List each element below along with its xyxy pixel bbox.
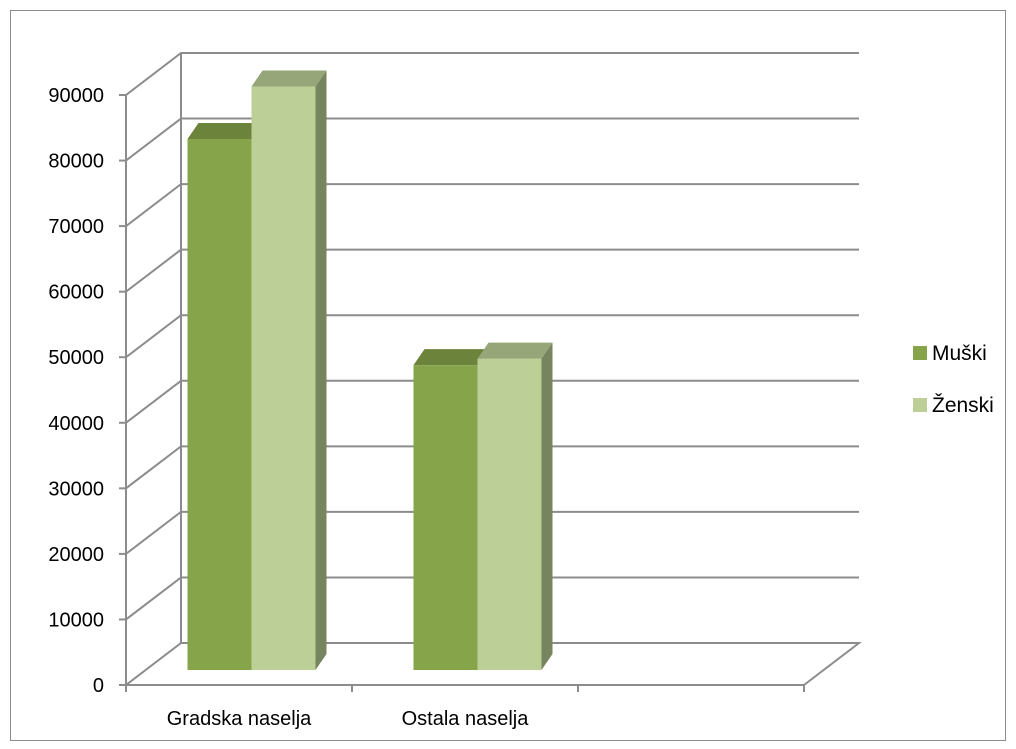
gridline <box>125 183 859 227</box>
y-tick-label: 80000 <box>48 151 104 173</box>
legend-label: Muški <box>932 342 987 365</box>
gridline <box>125 379 859 424</box>
bar-top-Muški-1 <box>413 349 489 366</box>
bar-front-Muški-1 <box>413 365 478 670</box>
x-category-label: Ostala naselja <box>402 708 530 730</box>
y-tick-label: 10000 <box>48 609 104 631</box>
y-tick-label: 0 <box>93 675 104 697</box>
bar-front-Muški-0 <box>187 139 252 670</box>
gridline <box>125 314 859 359</box>
bar-top-Muški-0 <box>187 123 263 139</box>
y-tick-label: 70000 <box>48 216 104 238</box>
gridline <box>125 445 859 490</box>
y-tick-label: 30000 <box>48 478 104 500</box>
y-tick-label: 20000 <box>48 544 104 566</box>
bar-top-Ženski-0 <box>251 70 327 87</box>
bar-side-Ženski-0 <box>315 70 327 671</box>
gridline <box>125 117 859 162</box>
bar-top-Ženski-1 <box>477 342 553 359</box>
y-tick-label: 40000 <box>48 413 104 435</box>
y-tick-label: 50000 <box>48 347 104 369</box>
legend-swatch <box>913 398 927 412</box>
gridline <box>125 576 859 621</box>
x-tick-labels: Gradska naselja Ostala naselja <box>167 708 530 730</box>
gridline <box>125 52 859 96</box>
gridline <box>125 248 859 293</box>
y-tick-labels: 0 10000 20000 30000 40000 50000 60000 70000 8000… <box>48 85 104 697</box>
legend-label: Ženski <box>932 394 994 417</box>
gridlines <box>125 52 859 621</box>
legend-swatch <box>913 346 927 360</box>
y-tick-label: 90000 <box>48 85 104 107</box>
y-tick-label: 60000 <box>48 282 104 304</box>
bar-front-Ženski-0 <box>251 86 316 671</box>
bar-front-Ženski-1 <box>477 358 542 670</box>
bar-side-Ženski-1 <box>541 342 553 670</box>
axes <box>119 94 805 692</box>
x-category-label: Gradska naselja <box>167 708 312 730</box>
gridline <box>125 510 859 555</box>
legend: Muški Ženski <box>913 342 994 417</box>
bars <box>187 70 553 671</box>
